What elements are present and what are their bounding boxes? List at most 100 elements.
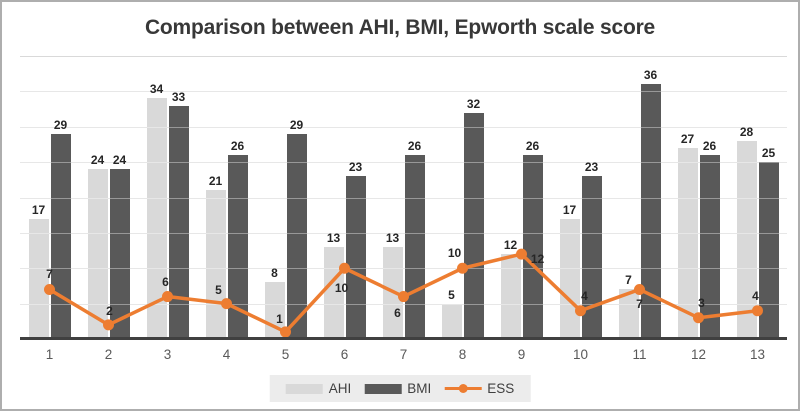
gridline-overlay [20, 91, 787, 93]
ess-marker-4 [221, 298, 232, 310]
label-ahi-4: 21 [208, 174, 223, 189]
x-tick-7: 7 [399, 347, 408, 362]
label-ess-3: 6 [162, 274, 169, 289]
label-ahi-2: 24 [90, 153, 105, 168]
label-bmi-8: 32 [466, 96, 481, 111]
bar-ahi-11 [618, 289, 639, 339]
ess-line [44, 248, 763, 338]
x-tick-12: 12 [690, 347, 707, 362]
label-ess-13: 4 [752, 288, 759, 303]
bar-ahi-1 [28, 218, 49, 339]
x-tick-5: 5 [281, 347, 290, 362]
x-tick-9: 9 [517, 347, 526, 362]
bar-ahi-10 [559, 218, 580, 339]
label-bmi-1: 29 [53, 117, 68, 132]
ess-marker-13 [752, 305, 763, 317]
label-bmi-3: 33 [171, 89, 186, 104]
x-tick-13: 13 [749, 347, 766, 362]
x-tick-10: 10 [572, 347, 589, 362]
legend-label-ahi: AHI [328, 381, 352, 396]
label-ess-7: 6 [394, 305, 401, 320]
bmi-swatch-icon [364, 383, 402, 394]
bar-bmi-3 [168, 105, 189, 339]
x-axis-line [20, 337, 787, 340]
gridline [20, 197, 787, 199]
label-ahi-10: 17 [562, 202, 577, 217]
label-ess-2: 2 [106, 303, 113, 318]
x-tick-8: 8 [458, 347, 467, 362]
chart-title: Comparison between AHI, BMI, Epworth sca… [144, 16, 656, 39]
bar-bmi-11 [640, 84, 661, 339]
label-ahi-12: 27 [680, 131, 695, 146]
x-tick-4: 4 [222, 347, 231, 362]
ess-marker-12 [693, 312, 704, 324]
legend: AHI BMI ESS [269, 375, 531, 402]
label-bmi-12: 26 [702, 139, 717, 154]
ess-marker-10 [575, 305, 586, 317]
label-ess-6: 10 [334, 281, 349, 296]
plot-area: 17 29 24 24 34 33 21 26 8 29 13 23 13 26 5 32 12 26 17 23 7 3… [20, 56, 787, 340]
x-tick-2: 2 [104, 347, 113, 362]
ess-marker-3 [162, 291, 173, 303]
label-ahi-13: 28 [739, 124, 754, 139]
bar-ahi-6 [323, 247, 344, 339]
bar-bmi-2 [109, 169, 130, 339]
label-ahi-6: 13 [326, 231, 341, 246]
legend-label-ess: ESS [487, 381, 515, 396]
ess-line-marker-icon [444, 383, 482, 394]
x-tick-11: 11 [632, 347, 647, 362]
gridline [20, 303, 787, 305]
bar-bmi-4 [227, 155, 248, 339]
bar-bmi-10 [581, 176, 602, 339]
label-ahi-1: 17 [31, 202, 46, 217]
ess-marker-9 [516, 248, 527, 260]
bar-bmi-9 [522, 155, 543, 339]
gridline [20, 56, 787, 57]
label-bmi-7: 26 [407, 139, 422, 154]
gridline-overlay [20, 268, 787, 270]
ess-marker-2 [103, 319, 114, 331]
bar-ahi-2 [87, 169, 108, 339]
x-tick-1: 1 [45, 347, 54, 362]
legend-item-bmi: BMI [364, 381, 431, 396]
label-bmi-13: 25 [761, 146, 776, 161]
bar-ahi-13 [736, 140, 757, 339]
label-ess-11: 7 [636, 297, 643, 312]
gridline-overlay [20, 197, 787, 199]
bar-ahi-3 [146, 98, 167, 339]
bar-bmi-1 [50, 133, 71, 339]
label-ess-8: 10 [447, 246, 462, 261]
gridline-overlay [20, 232, 787, 234]
label-ahi-3: 34 [149, 82, 164, 97]
x-tick-6: 6 [340, 347, 349, 362]
label-ahi-5: 8 [271, 266, 278, 281]
gridline [20, 162, 787, 164]
label-bmi-2: 24 [112, 153, 127, 168]
ess-marker-6 [339, 262, 350, 274]
ahi-swatch-icon [285, 383, 323, 394]
label-bmi-9: 26 [525, 139, 540, 154]
x-tick-3: 3 [163, 347, 172, 362]
label-ess-4: 5 [215, 282, 222, 297]
gridline [20, 232, 787, 234]
ess-marker-5 [280, 326, 291, 338]
bar-bmi-6 [345, 176, 366, 339]
label-bmi-6: 23 [348, 160, 363, 175]
gridline [20, 268, 787, 270]
gridline-overlay [20, 162, 787, 164]
ess-marker-7 [398, 291, 409, 303]
label-ahi-9: 12 [503, 238, 518, 253]
bar-ahi-9 [500, 254, 521, 339]
label-ess-5: 1 [276, 311, 283, 326]
x-axis: 1 2 3 4 5 6 7 8 9 10 11 12 13 [20, 347, 787, 365]
bar-bmi-13 [758, 162, 779, 339]
legend-label-bmi: BMI [407, 381, 432, 396]
bar-bmi-8 [463, 112, 484, 339]
label-ess-12: 3 [698, 295, 705, 310]
label-bmi-11: 36 [643, 68, 658, 83]
gridline-overlay [20, 303, 787, 305]
bar-ahi-12 [677, 147, 698, 339]
ess-marker-11 [634, 283, 645, 295]
legend-item-ess: ESS [444, 381, 514, 396]
